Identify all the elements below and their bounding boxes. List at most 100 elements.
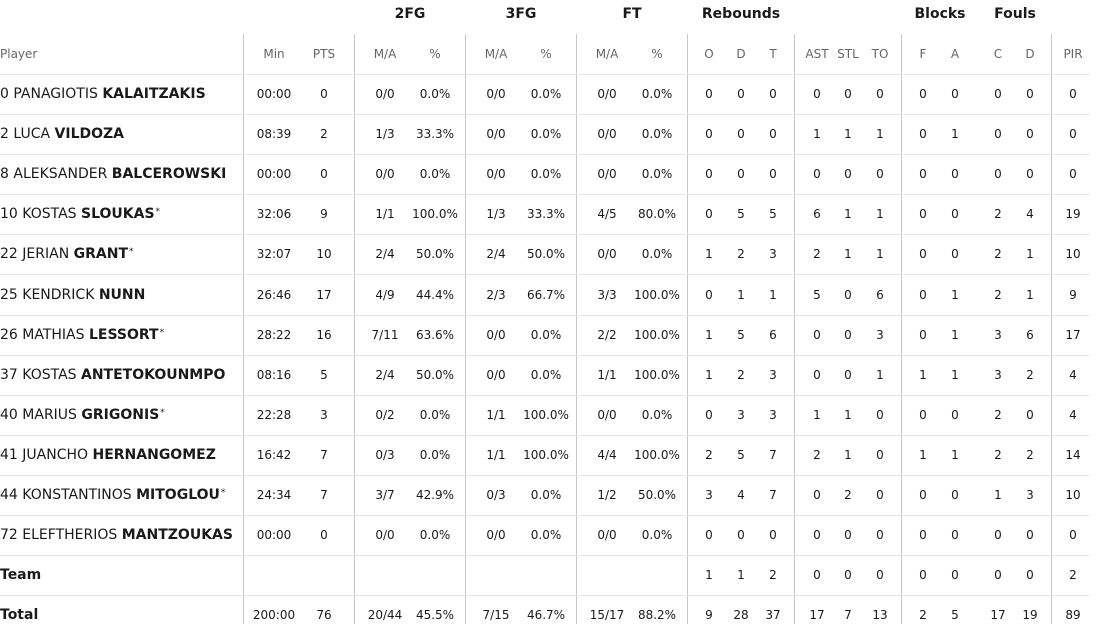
cell: 100.0% xyxy=(523,407,569,422)
cell: 88.2% xyxy=(637,608,677,623)
cell: 1 xyxy=(705,247,713,262)
cell: 0 xyxy=(994,167,1002,182)
last-name: VILDOZA xyxy=(54,126,125,143)
cell: 1 xyxy=(737,568,745,583)
first-name: KONSTANTINOS xyxy=(22,487,132,503)
cell: 1/1 xyxy=(486,447,506,462)
cell: 17 xyxy=(990,608,1006,623)
cell: 0 xyxy=(813,367,821,382)
player-name: 2 LUCA VILDOZA xyxy=(0,126,124,142)
cell: 1 xyxy=(951,287,959,302)
cell: 2 xyxy=(994,207,1002,222)
group-header: 3FG xyxy=(505,6,537,22)
cell: 0.0% xyxy=(419,87,451,101)
cell: 22:28 xyxy=(256,407,292,422)
cell: 08:39 xyxy=(256,127,292,142)
column-header: C xyxy=(993,47,1003,61)
cell: 37 xyxy=(765,608,781,623)
cell: 7 xyxy=(769,447,777,462)
first-name: LUCA xyxy=(13,126,51,143)
cell: 7 xyxy=(769,488,777,502)
cell: 2 xyxy=(994,287,1002,302)
cell: 32:06 xyxy=(256,207,292,222)
cell: 0 xyxy=(876,488,884,502)
cell: 0.0% xyxy=(641,528,673,543)
cell: 0/0 xyxy=(597,87,617,101)
cell: 2 xyxy=(813,247,821,262)
cell: 3 xyxy=(737,407,745,422)
row-divider xyxy=(0,434,1090,436)
cell: 1 xyxy=(951,127,959,142)
cell: 0 xyxy=(705,528,713,543)
cell: 1 xyxy=(813,127,821,142)
column-header: M/A xyxy=(373,47,397,61)
player-name: 44 KONSTANTINOS MITOGLOU* xyxy=(0,487,225,503)
row-divider xyxy=(0,354,1090,356)
cell: 3 xyxy=(769,247,777,262)
cell: 0 xyxy=(919,488,927,502)
row-divider xyxy=(0,595,1090,597)
cell: 1 xyxy=(844,127,852,142)
cell: 1 xyxy=(876,127,884,142)
cell: 0 xyxy=(813,167,821,182)
cell: 0 xyxy=(705,127,713,142)
group-header: FT xyxy=(622,6,642,22)
player-number: 2 xyxy=(0,126,9,143)
cell: 0/0 xyxy=(375,87,395,101)
last-name: ANTETOKOUNMPO xyxy=(80,366,226,383)
cell: 0 xyxy=(919,287,927,302)
cell: 2 xyxy=(994,447,1002,462)
cell: 1 xyxy=(769,287,777,302)
cell: 0 xyxy=(951,207,959,222)
cell: 0 xyxy=(876,407,884,422)
cell: 3 xyxy=(320,407,328,422)
cell: 6 xyxy=(1026,327,1034,342)
cell: 6 xyxy=(876,287,884,302)
column-divider xyxy=(1051,34,1052,624)
cell: 200:00 xyxy=(252,608,296,623)
cell: 1 xyxy=(705,327,713,342)
cell: 0.0% xyxy=(530,367,562,382)
cell: 0.0% xyxy=(641,407,673,422)
player-number: 10 xyxy=(0,206,18,223)
cell: 0 xyxy=(320,528,328,543)
cell: 0/0 xyxy=(486,327,506,342)
last-name: BALCEROWSKI xyxy=(111,166,227,183)
starter-mark: * xyxy=(159,327,165,338)
column-header: % xyxy=(540,47,552,61)
cell: 0 xyxy=(876,447,884,462)
cell: 3/3 xyxy=(597,287,617,302)
cell: 0 xyxy=(919,167,927,182)
cell: 0 xyxy=(1026,407,1034,422)
cell: 0 xyxy=(1069,127,1077,142)
column-header: M/A xyxy=(595,47,619,61)
column-header: PTS xyxy=(312,47,336,61)
cell: 0 xyxy=(1026,127,1034,142)
cell: 0 xyxy=(737,127,745,142)
cell: 7/11 xyxy=(371,327,399,342)
cell: 0 xyxy=(844,327,852,342)
column-header: D xyxy=(736,47,746,61)
cell: 0 xyxy=(951,87,959,101)
cell: 1 xyxy=(876,207,884,222)
player-name: 26 MATHIAS LESSORT* xyxy=(0,327,164,343)
cell: 2/2 xyxy=(597,327,617,342)
cell: 19 xyxy=(1065,207,1081,222)
cell: 0 xyxy=(1069,87,1077,101)
last-name: SLOUKAS xyxy=(80,206,155,223)
cell: 0/0 xyxy=(375,528,395,543)
cell: 16 xyxy=(316,327,332,342)
cell: 3 xyxy=(769,367,777,382)
last-name: LESSORT xyxy=(88,326,159,343)
cell: 1 xyxy=(876,367,884,382)
cell: 2 xyxy=(1069,568,1077,583)
cell: 0.0% xyxy=(641,167,673,182)
cell: 2 xyxy=(737,367,745,382)
row-divider xyxy=(0,314,1090,316)
cell: 1 xyxy=(844,247,852,262)
cell: 3 xyxy=(705,488,713,502)
cell: 2/4 xyxy=(375,247,395,262)
cell: 0 xyxy=(844,568,852,583)
